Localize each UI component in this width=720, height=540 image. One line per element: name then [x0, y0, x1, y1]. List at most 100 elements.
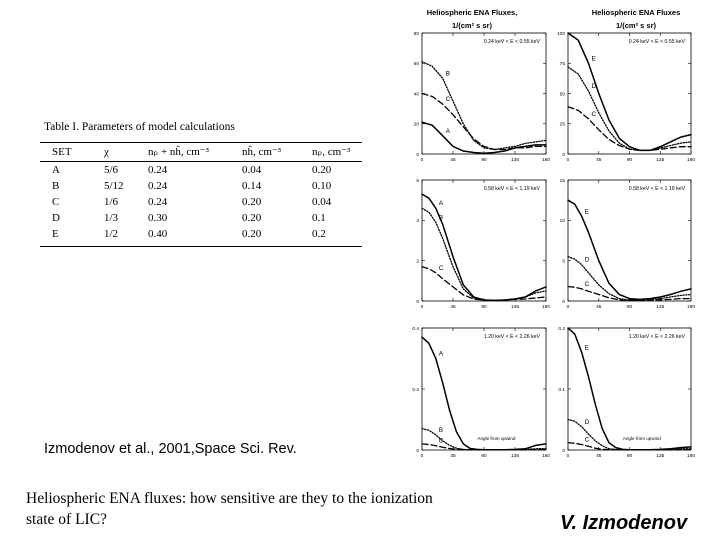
table-row: D 1/3 0.30 0.20 0.1: [40, 210, 362, 226]
series-label: A: [439, 200, 444, 207]
column-header-right-line1: Heliospheric ENA Fluxes: [592, 8, 681, 17]
x-tick-label: 0: [567, 304, 570, 310]
table-cell: 0.30: [148, 212, 168, 224]
x-tick-label: 135: [656, 453, 664, 459]
x-tick-label: 0: [567, 453, 570, 459]
y-tick-label: 0: [562, 152, 565, 158]
y-tick-label: 60: [414, 61, 420, 67]
series-label: B: [446, 70, 450, 77]
citation: Izmodenov et al., 2001,Space Sci. Rev.: [44, 441, 297, 457]
table-cell: D: [52, 212, 60, 224]
series-line-D: [567, 418, 692, 451]
y-tick-label: 40: [414, 91, 420, 97]
series-label: C: [439, 265, 444, 272]
table-cell: 0.04: [312, 196, 332, 208]
x-tick-label: 45: [596, 157, 602, 163]
series-line-C: [421, 266, 547, 302]
y-tick-label: 4: [416, 218, 419, 224]
table-cell: 1/6: [104, 196, 119, 208]
x-axis-label: Angle from upwind: [623, 436, 661, 441]
x-tick-label: 45: [450, 304, 456, 310]
header-chi: χ: [92, 142, 136, 162]
column-header-left-line1: Heliospheric ENA Fluxes,: [427, 8, 518, 17]
y-tick-label: 0.4: [412, 326, 419, 332]
y-tick-label: 2: [416, 258, 419, 264]
series-label: C: [585, 437, 590, 444]
table-cell: A: [52, 164, 60, 176]
x-tick-label: 45: [450, 453, 456, 459]
table-cell: 1/3: [104, 212, 119, 224]
y-tick-label: 0: [416, 448, 419, 454]
table-row: C 1/6 0.24 0.20 0.04: [40, 194, 362, 210]
y-tick-label: 0: [562, 299, 565, 305]
x-tick-label: 135: [656, 304, 664, 310]
table-cell: 0.20: [242, 212, 262, 224]
y-tick-label: 0.2: [558, 326, 565, 332]
series-line-C: [567, 106, 692, 152]
series-line-A: [421, 121, 547, 154]
table-cell: 0.04: [242, 164, 262, 176]
panel-title: 0.58 keV < E < 1.19 keV: [484, 186, 541, 192]
x-tick-label: 0: [421, 304, 424, 310]
x-tick-label: 90: [481, 453, 487, 459]
series-line-B: [421, 61, 547, 151]
series-line-C: [421, 443, 547, 451]
series-label: D: [592, 83, 597, 90]
series-label: A: [439, 351, 444, 358]
x-tick-label: 180: [687, 304, 695, 310]
table-cell: 0.2: [300, 226, 362, 247]
panel-frame: [421, 32, 547, 155]
x-tick-label: 90: [481, 304, 487, 310]
x-tick-label: 180: [687, 453, 695, 459]
y-tick-label: 20: [414, 122, 420, 128]
header-set: SET: [40, 142, 92, 162]
panel-title: 0.24 keV < E < 0.55 keV: [629, 39, 686, 45]
series-label: C: [585, 281, 590, 288]
x-tick-label: 90: [627, 304, 633, 310]
series-line-E: [567, 199, 692, 301]
x-tick-label: 45: [596, 304, 602, 310]
table-cell: B: [52, 180, 60, 192]
series-label: C: [592, 111, 597, 118]
y-tick-label: 6: [416, 178, 419, 184]
table-title: Table I. Parameters of model calculation…: [44, 121, 235, 133]
y-tick-label: 0.1: [558, 387, 565, 393]
panel-title: 1.20 keV < E < 2.26 keV: [484, 334, 541, 340]
table-cell: 1/2: [92, 226, 136, 247]
header-p-density: nₚ, cm⁻³: [300, 142, 362, 162]
column-header-right-line2: 1/(cm² s sr): [616, 21, 657, 30]
series-label: D: [585, 257, 590, 264]
x-tick-label: 180: [687, 157, 695, 163]
flux-charts: Heliospheric ENA Fluxes, 1/(cm² s sr) He…: [412, 8, 695, 459]
series-label: B: [439, 214, 443, 221]
panel-title: 0.24 keV < E < 0.55 keV: [484, 39, 541, 45]
table-cell: 0.10: [312, 180, 332, 192]
table-cell: 0.24: [148, 196, 168, 208]
x-tick-label: 0: [421, 453, 424, 459]
table-cell: 5/12: [104, 180, 124, 192]
table-cell: 0.24: [148, 164, 168, 176]
panel-frame: [421, 179, 547, 302]
x-tick-label: 0: [421, 157, 424, 163]
x-tick-label: 135: [656, 157, 664, 163]
table-cell: 5/6: [104, 164, 119, 176]
x-axis-label: Angle from upwind: [477, 436, 515, 441]
x-tick-label: 45: [596, 453, 602, 459]
series-line-B: [421, 207, 547, 302]
header-total-density: nₚ + nĥ, cm⁻³: [136, 142, 230, 162]
series-line-A: [421, 193, 547, 302]
series-label: C: [439, 438, 444, 445]
parameters-table: SET χ nₚ + nĥ, cm⁻³ nĥ, cm⁻³ nₚ, cm⁻³ A …: [40, 142, 362, 247]
header-h-density: nĥ, cm⁻³: [230, 142, 300, 162]
table-cell: 0.14: [242, 180, 262, 192]
series-label: C: [446, 96, 451, 103]
x-tick-label: 180: [542, 304, 550, 310]
y-tick-label: 80: [414, 31, 420, 37]
series-line-D: [567, 66, 692, 152]
table-cell: C: [52, 196, 60, 208]
x-tick-label: 0: [567, 157, 570, 163]
table-cell: 0.20: [312, 164, 332, 176]
x-tick-label: 135: [511, 453, 519, 459]
series-line-C: [567, 285, 692, 302]
